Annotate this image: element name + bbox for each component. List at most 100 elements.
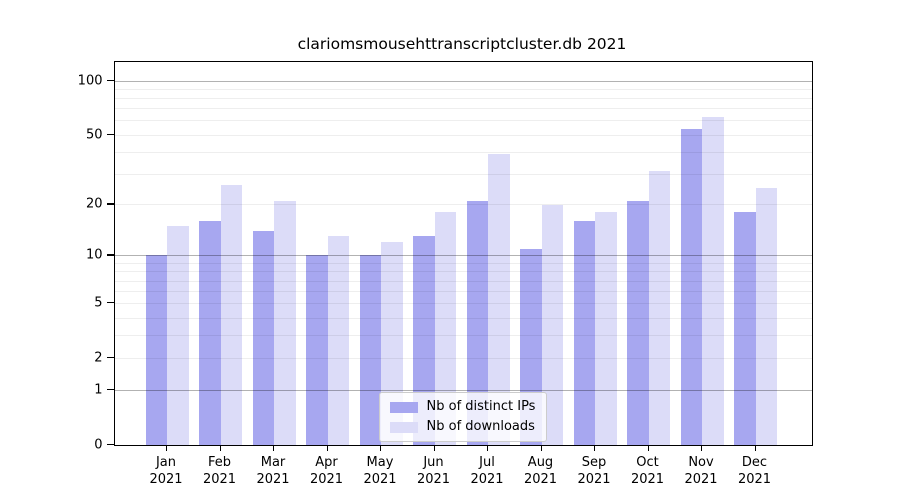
bar-downloads-apr <box>327 236 349 445</box>
bar-downloads-aug <box>541 204 563 445</box>
bar-downloads-sep <box>595 212 617 445</box>
x-tick-year-label: 2021 <box>363 471 397 487</box>
y-tick-label-1: 1 <box>94 382 103 398</box>
gridline-minor-5 <box>114 303 812 305</box>
x-tick-year-label: 2021 <box>416 471 451 487</box>
bar-distinct-ips-apr <box>306 255 328 445</box>
bar-distinct-ips-oct <box>627 200 649 445</box>
bar-downloads-jun <box>434 212 456 445</box>
y-tick-label-20: 20 <box>85 196 103 212</box>
x-tick-label-mar: Mar 2021 <box>243 454 303 488</box>
y-tick-label-50: 50 <box>85 127 103 143</box>
x-tick-mark-jan <box>166 444 168 451</box>
gridline-minor-40 <box>114 151 812 153</box>
y-tick-label-2: 2 <box>94 350 103 366</box>
x-tick-mark-mar <box>273 444 275 451</box>
gridline-minor-9 <box>114 262 812 264</box>
chart-title: clariomsmousehttranscriptcluster.db 2021 <box>297 35 627 53</box>
gridline-minor-20 <box>114 204 812 206</box>
gridline-minor-50 <box>114 134 812 136</box>
x-tick-mark-aug <box>540 444 542 451</box>
y-tick-mark-100 <box>106 79 114 81</box>
legend-label-downloads: Nb of downloads <box>426 419 535 434</box>
x-tick-label-aug: Aug 2021 <box>511 454 571 488</box>
legend-label-distinct-ips: Nb of distinct IPs <box>426 399 536 414</box>
gridline-major-1 <box>114 389 812 391</box>
x-tick-label-sep: Sep 2021 <box>564 454 624 488</box>
y-tick-mark-5 <box>106 302 114 304</box>
gridline-minor-4 <box>114 317 812 319</box>
x-tick-label-feb: Feb 2021 <box>190 454 250 488</box>
bar-downloads-dec <box>755 187 777 445</box>
x-tick-label-jun: Jun 2021 <box>404 454 464 488</box>
bar-downloads-mar <box>274 200 296 445</box>
bar-downloads-feb <box>220 184 242 445</box>
x-tick-label-apr: Apr 2021 <box>297 454 357 488</box>
x-tick-year-label: 2021 <box>523 471 558 487</box>
legend-swatch-downloads <box>389 421 418 433</box>
gridline-major-100 <box>114 80 812 82</box>
x-tick-mark-nov <box>701 444 703 451</box>
x-tick-label-jan: Jan 2021 <box>136 454 196 488</box>
x-tick-mark-sep <box>594 444 596 451</box>
y-tick-mark-20 <box>106 203 114 205</box>
y-tick-label-10: 10 <box>85 247 103 263</box>
x-tick-label-jul: Jul 2021 <box>457 454 517 488</box>
x-tick-year-label: 2021 <box>684 471 718 487</box>
x-tick-mark-jun <box>433 444 435 451</box>
plot-area: Nb of distinct IPs Nb of downloads <box>113 61 813 446</box>
gridline-minor-3 <box>114 335 812 337</box>
bar-distinct-ips-nov <box>680 128 702 445</box>
y-tick-mark-1 <box>106 388 114 391</box>
x-tick-year-label: 2021 <box>737 471 772 487</box>
bar-distinct-ips-jan <box>145 255 167 445</box>
y-tick-mark-50 <box>106 133 114 135</box>
bar-distinct-ips-jul <box>466 200 488 445</box>
x-tick-label-dec: Dec 2021 <box>725 454 785 488</box>
x-tick-mark-dec <box>754 444 756 451</box>
x-tick-mark-may <box>380 444 382 451</box>
x-tick-year-label: 2021 <box>577 471 611 487</box>
legend-box: Nb of distinct IPs Nb of downloads <box>378 392 548 442</box>
y-tick-mark-2 <box>106 356 114 359</box>
y-tick-label-0: 0 <box>94 437 103 452</box>
bar-downloads-nov <box>702 116 724 445</box>
y-tick-mark-0 <box>106 443 114 445</box>
gridline-minor-2 <box>114 357 812 359</box>
gridline-minor-80 <box>114 98 812 100</box>
x-tick-mark-oct <box>647 444 649 451</box>
bar-distinct-ips-may <box>359 255 381 445</box>
bar-distinct-ips-sep <box>573 221 595 445</box>
gridline-minor-70 <box>114 108 812 110</box>
x-tick-year-label: 2021 <box>256 471 290 487</box>
bar-distinct-ips-dec <box>734 212 756 445</box>
legend-entry-distinct-ips: Nb of distinct IPs <box>389 399 536 414</box>
x-tick-year-label: 2021 <box>470 471 504 487</box>
y-tick-label-100: 100 <box>77 73 103 89</box>
x-tick-label-nov: Nov 2021 <box>671 454 731 488</box>
x-tick-label-oct: Oct 2021 <box>618 454 678 488</box>
gridline-minor-60 <box>114 120 812 122</box>
gridline-minor-8 <box>114 271 812 273</box>
gridline-major-10 <box>114 255 812 257</box>
y-tick-label-5: 5 <box>94 295 103 311</box>
x-tick-label-may: May 2021 <box>350 454 410 488</box>
gridline-minor-6 <box>114 291 812 293</box>
gridline-minor-30 <box>114 173 812 175</box>
y-tick-mark-10 <box>106 254 114 256</box>
gridline-minor-7 <box>114 280 812 282</box>
x-tick-year-label: 2021 <box>309 471 344 487</box>
x-tick-mark-apr <box>326 444 328 451</box>
bar-downloads-jan <box>167 225 189 445</box>
x-tick-mark-jul <box>487 444 489 451</box>
bar-distinct-ips-mar <box>252 231 274 445</box>
bar-distinct-ips-feb <box>199 221 221 445</box>
legend-entry-downloads: Nb of downloads <box>389 419 536 434</box>
bar-downloads-oct <box>648 171 670 445</box>
bar-downloads-jul <box>488 153 510 445</box>
x-tick-mark-feb <box>219 444 221 451</box>
x-tick-year-label: 2021 <box>630 471 665 487</box>
legend-swatch-distinct-ips <box>389 401 418 413</box>
x-tick-year-label: 2021 <box>149 471 183 487</box>
